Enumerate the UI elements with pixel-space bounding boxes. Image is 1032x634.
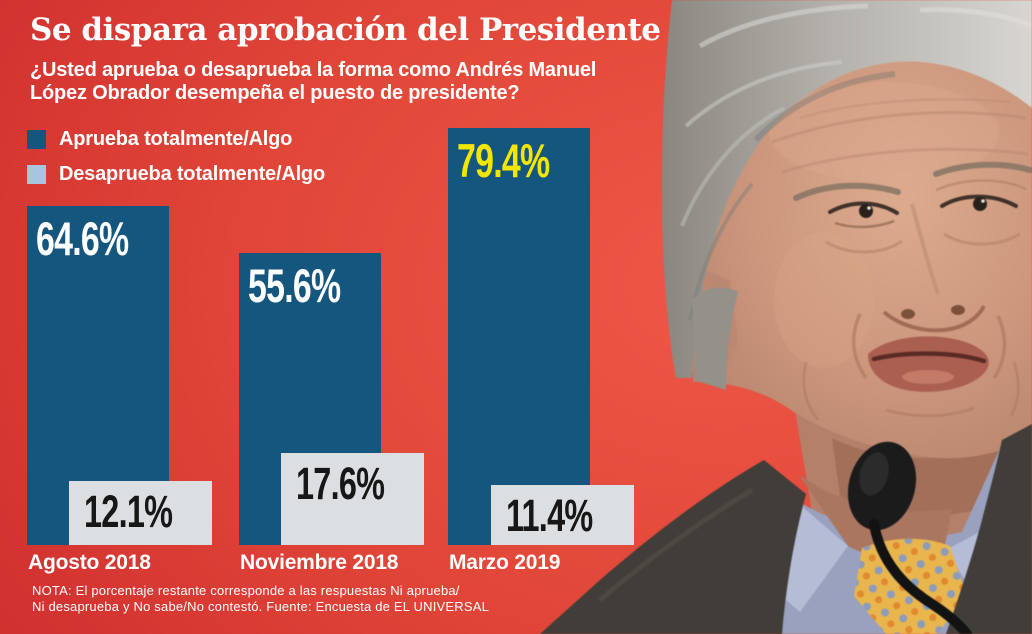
bar-aprueba-marzo-2019: 79.4% (448, 128, 590, 545)
bar-value-label-highlight: 79.4% (457, 134, 550, 187)
legend: Aprueba totalmente/Algo Desaprueba total… (27, 128, 325, 198)
eyebrow (793, 182, 901, 201)
survey-question: ¿Usted aprueba o desaprueba la forma com… (30, 59, 596, 105)
survey-question-line2: López Obrador desempeña el puesto de pre… (30, 82, 520, 104)
category-label-marzo-2019: Marzo 2019 (449, 551, 561, 574)
legend-label-desaprueba: Desaprueba totalmente/Algo (59, 163, 325, 185)
nose (910, 203, 940, 295)
bar-desaprueba-agosto-2018: 12.1% (69, 481, 212, 545)
bar-value-label: 55.6% (248, 259, 341, 312)
bar-desaprueba-marzo-2019: 11.4% (491, 485, 634, 545)
bar-value-label: 17.6% (296, 458, 385, 509)
bar-desaprueba-noviembre-2018: 17.6% (281, 453, 424, 545)
footnote-line2: Ni desaprueba y No sabe/No contestó. Fue… (32, 599, 490, 614)
legend-swatch-desaprueba-icon (27, 165, 46, 184)
bar-value-label: 64.6% (36, 212, 129, 265)
mouth (868, 336, 989, 392)
suit-jacket (540, 460, 806, 634)
bar-value-label: 12.1% (84, 486, 173, 537)
hair (661, 0, 1032, 378)
category-label-agosto-2018: Agosto 2018 (28, 551, 151, 574)
legend-item-desaprueba: Desaprueba totalmente/Algo (27, 163, 325, 186)
category-label-noviembre-2018: Noviembre 2018 (240, 551, 399, 574)
footnote-line1: NOTA: El porcentaje restante corresponde… (32, 583, 460, 598)
eye (828, 201, 899, 215)
survey-question-line1: ¿Usted aprueba o desaprueba la forma com… (30, 59, 597, 81)
bar-value-label: 11.4% (506, 490, 593, 541)
footnote: NOTA: El porcentaje restante corresponde… (32, 583, 489, 615)
legend-item-aprueba: Aprueba totalmente/Algo (27, 128, 325, 151)
headline: Se dispara aprobación del Presidente (30, 12, 661, 48)
legend-label-aprueba: Aprueba totalmente/Algo (59, 128, 293, 150)
microphone-stem (869, 519, 972, 634)
legend-swatch-aprueba-icon (27, 130, 46, 149)
